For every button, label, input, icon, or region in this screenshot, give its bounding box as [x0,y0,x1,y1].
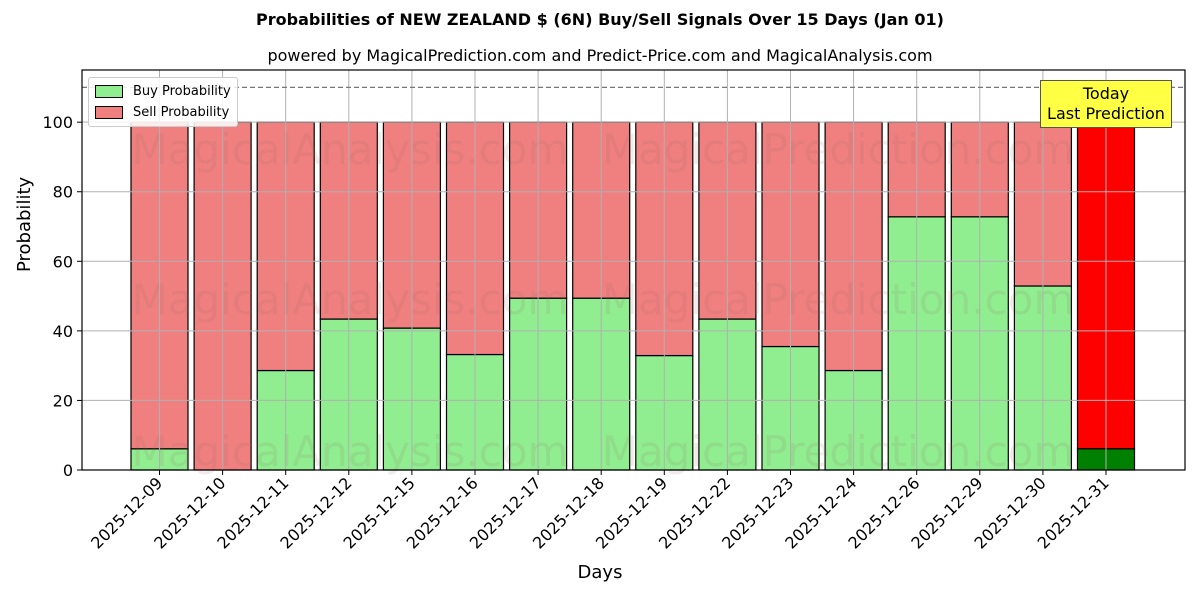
watermark-text: MagicalAnalysis.com [132,427,569,476]
last-prediction-label: Last Prediction [1047,104,1165,123]
y-tick-label: 0 [63,461,73,480]
watermark-text: MagicalPrediction.com [602,125,1075,174]
chart-subtitle: powered by MagicalPrediction.com and Pre… [267,46,933,65]
y-axis-label: Probability [14,176,35,272]
today-label: Today [1082,84,1130,103]
plot-frame [81,69,1186,471]
legend-item-sell: Sell Probability [95,102,231,123]
legend: Buy Probability Sell Probability [88,77,238,127]
x-axis-label: Days [577,562,623,583]
legend-item-buy: Buy Probability [95,81,231,102]
y-tick-label: 40 [53,322,73,341]
watermark-text: MagicalPrediction.com [602,275,1075,324]
y-tick-label: 20 [53,391,73,410]
watermark-text: MagicalPrediction.com [602,427,1075,476]
y-tick-label: 60 [53,252,73,271]
chart-title: Probabilities of NEW ZEALAND $ (6N) Buy/… [256,10,944,29]
watermark-text: MagicalAnalysis.com [132,275,569,324]
y-tick-label: 100 [42,113,73,132]
legend-buy-label: Buy Probability [133,84,231,99]
sell-swatch-icon [95,106,123,119]
today-annotation: Today Last Prediction [1040,80,1172,128]
legend-sell-label: Sell Probability [133,105,230,120]
buy-swatch-icon [95,85,123,98]
y-tick-label: 80 [53,183,73,202]
watermark-text: MagicalAnalysis.com [132,125,569,174]
